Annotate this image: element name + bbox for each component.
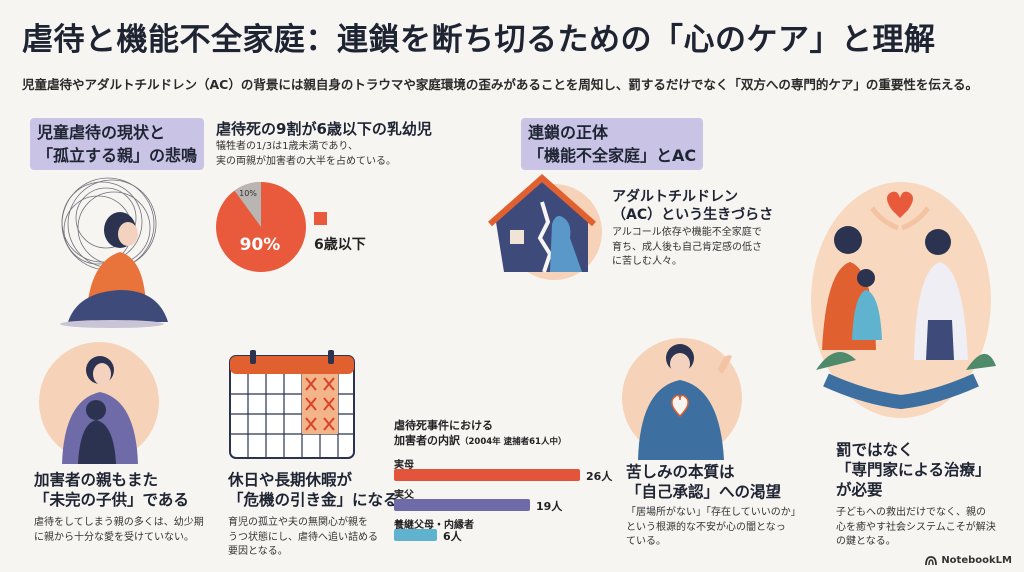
heading-line: 加害者の親もまた <box>34 471 159 489</box>
note-line: に親から十分な愛を受けていない。 <box>34 531 194 543</box>
note-line: 要因となる。 <box>228 546 288 557</box>
bar-value-label: 26人 <box>586 470 613 483</box>
suffer-heading: 苦しみの本質は 「自己承認」への渇望 <box>626 462 781 502</box>
tag-line: 「機能不全家庭」とAC <box>528 146 697 166</box>
bar-chart-title: 虐待死事件における 加害者の内訳（2004年 逮捕者61人中） <box>394 418 566 449</box>
note-line: 「居場所がない」「存在していいのか」 <box>626 507 801 518</box>
broken-house-illustration <box>488 173 602 280</box>
heading-line: 苦しみの本質は <box>626 463 735 481</box>
note-line: 実の両親が加害者の大半を占めている。 <box>216 155 396 167</box>
note-line: に苦しむ人々。 <box>612 256 682 267</box>
heading-line: 「自己承認」への渇望 <box>626 483 782 502</box>
pie-slice-minority <box>234 182 261 227</box>
heading-line: 休日や長期休暇が <box>228 471 353 489</box>
note-line: 育ち、成人後も自己肯定感の低さ <box>612 241 762 253</box>
note-line: アルコール依存や機能不全家庭で <box>612 227 762 238</box>
heading-line: 「危機の引き金」になる <box>228 491 399 510</box>
heading-line: 罰ではなく <box>836 441 914 459</box>
care-note: 子どもへの救出だけでなく、親の 心を癒やす社会システムこそが解決 の鍵となる。 <box>836 506 996 550</box>
note-line: 犠牲者の1/3は1歳未満であり、 <box>216 141 358 152</box>
note-line: うつ状態にし、虐待へ追い詰める <box>228 531 378 543</box>
bar-category-label: 実母 <box>394 460 414 471</box>
pie-label-big: 90% <box>240 235 281 255</box>
parent-note: 虐待をしてしまう親の多くは、幼少期 に親から十分な愛を受けていない。 <box>34 516 204 545</box>
tag-line: 連鎖の正体 <box>528 123 609 142</box>
heading-line: 「未完の子供」である <box>34 491 189 510</box>
stat-heading: 虐待死の9割が6歳以下の乳幼児 <box>216 120 432 138</box>
bar-category-label: 養継父母・内縁者 <box>394 520 474 531</box>
tag-line: 児童虐待の現状と <box>37 123 166 142</box>
care-heading: 罰ではなく 「専門家による治療」 が必要 <box>836 440 991 500</box>
notebooklm-logo: NotebookLM <box>925 555 1012 566</box>
note-line: 育児の孤立や夫の無関心が親を <box>228 517 368 528</box>
parent-child-illustration <box>39 342 159 464</box>
note-line: という根源的な不安が心の闇となっ <box>626 521 786 533</box>
parent-heading: 加害者の親もまた 「未完の子供」である <box>34 470 189 510</box>
bar-value-label: 19人 <box>536 500 563 513</box>
page-subtitle: 児童虐待やアダルトチルドレン（AC）の背景には親自身のトラウマや家庭環境の歪みが… <box>22 77 978 92</box>
bar <box>394 529 437 541</box>
ac-heading: アダルトチルドレン （AC）という生きづらさ <box>612 188 773 224</box>
heading-line: アダルトチルドレン <box>612 189 738 205</box>
section-tag-chain: 連鎖の正体 「機能不全家庭」とAC <box>521 118 704 171</box>
page-title: 虐待と機能不全家庭：連鎖を断ち切るための「心のケア」と理解 <box>22 22 936 58</box>
pie-label-small: 10% <box>239 189 257 198</box>
logo-icon <box>925 555 938 565</box>
tag-line: 「孤立する親」の悲鳴 <box>37 146 198 166</box>
section-tag-current-state: 児童虐待の現状と 「孤立する親」の悲鳴 <box>30 118 205 171</box>
bar <box>394 469 580 481</box>
bar-title-suffix: （2004年 逮捕者61人中） <box>460 437 567 448</box>
family-care-illustration <box>811 182 996 418</box>
heading-line: （AC）という生きづらさ <box>612 207 774 224</box>
calendar-icon <box>229 350 355 459</box>
legend-swatch <box>314 212 327 225</box>
note-line: 心を癒やす社会システムこそが解決 <box>836 521 996 533</box>
bar-title-line: 虐待死事件における <box>394 419 493 432</box>
note-line: 子どもへの救出だけでなく、親の <box>836 507 986 518</box>
logo-text: NotebookLM <box>941 555 1012 566</box>
bar-value-label: 6人 <box>443 530 462 543</box>
legend-label: 6歳以下 <box>314 237 366 253</box>
note-line: 虐待をしてしまう親の多くは、幼少期 <box>34 517 204 528</box>
ac-note: アルコール依存や機能不全家庭で 育ち、成人後も自己肯定感の低さ に苦しむ人々。 <box>612 226 762 270</box>
crisis-note: 育児の孤立や夫の無関心が親を うつ状態にし、虐待へ追い詰める 要因となる。 <box>228 516 378 560</box>
bar-chart: 実母 26人実父 19人養継父母・内縁者 6人 <box>394 456 634 546</box>
pie-chart: 90% 10% <box>216 182 306 272</box>
heading-line: が必要 <box>836 481 883 500</box>
bar <box>394 499 530 511</box>
crisis-heading: 休日や長期休暇が 「危機の引き金」になる <box>228 470 399 510</box>
person-heart-illustration <box>622 338 742 460</box>
heading-line: 「専門家による治療」 <box>836 461 991 480</box>
bar-title-line: 加害者の内訳 <box>394 434 460 448</box>
heart-icon <box>887 191 913 218</box>
stat-note: 犠牲者の1/3は1歳未満であり、 実の両親が加害者の大半を占めている。 <box>216 140 396 169</box>
note-line: ている。 <box>626 536 666 547</box>
note-line: の鍵となる。 <box>836 536 896 547</box>
heart-icon <box>671 394 689 418</box>
bar-category-label: 実父 <box>394 490 414 501</box>
distressed-person-illustration <box>60 177 168 328</box>
suffer-note: 「居場所がない」「存在していいのか」 という根源的な不安が心の闇となっ ている。 <box>626 506 801 550</box>
